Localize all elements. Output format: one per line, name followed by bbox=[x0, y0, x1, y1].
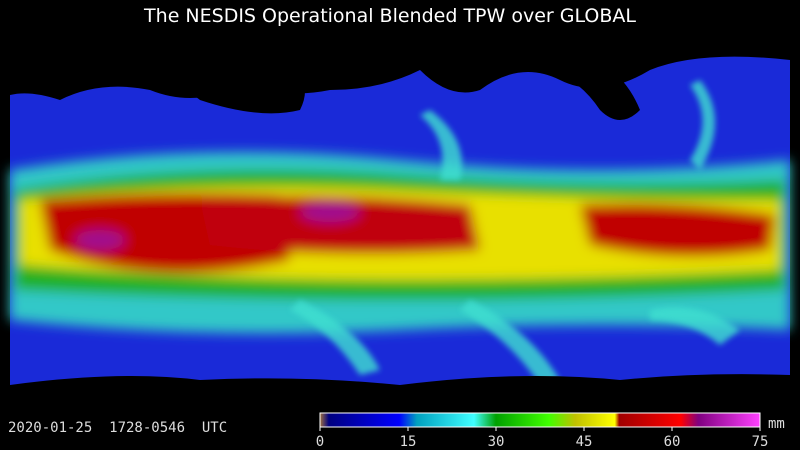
colorbar bbox=[319, 412, 761, 428]
colorbar-ticks: 0 15 30 45 60 75 bbox=[316, 427, 769, 450]
colorbar-tick-label: 30 bbox=[488, 434, 505, 450]
colorbar-unit: mm bbox=[768, 416, 785, 432]
colorbar-tick-label: 45 bbox=[576, 434, 593, 450]
colorbar-tick-label: 0 bbox=[316, 434, 324, 450]
colorbar-tick-label: 75 bbox=[752, 434, 769, 450]
colorbar-tick-label: 60 bbox=[664, 434, 681, 450]
title: The NESDIS Operational Blended TPW over … bbox=[143, 5, 636, 27]
tpw-map bbox=[10, 35, 790, 398]
colorbar-tick-label: 15 bbox=[400, 434, 417, 450]
timestamp: 2020-01-25 1728-0546 UTC bbox=[8, 420, 227, 436]
